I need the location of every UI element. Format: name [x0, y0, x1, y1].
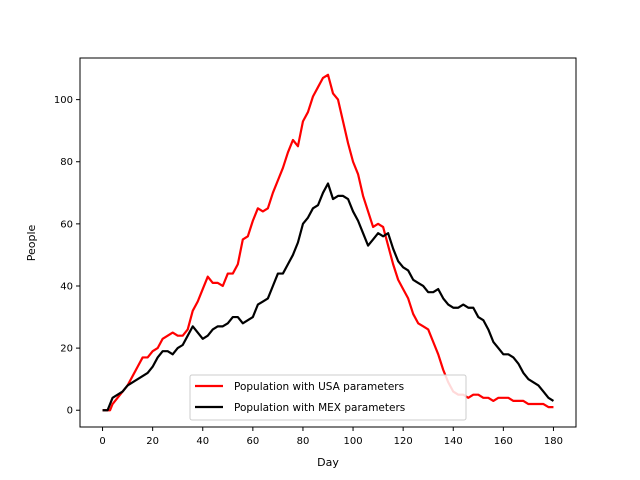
legend-label-2: Population with MEX parameters [234, 402, 405, 414]
y-tick-label: 0 [67, 406, 73, 417]
series-line-1 [102, 73, 554, 412]
y-tick-label: 100 [54, 95, 73, 106]
series-line-2 [102, 182, 555, 412]
x-tick-label: 20 [146, 436, 159, 447]
y-tick-label: 20 [60, 344, 73, 355]
x-tick-label: 120 [394, 436, 413, 447]
y-tick-label: 40 [60, 281, 73, 292]
y-tick-label: 80 [60, 157, 73, 168]
plot-frame [79, 57, 577, 428]
x-axis-label: Day [317, 456, 339, 469]
x-tick-label: 160 [494, 436, 513, 447]
y-axis-label: People [25, 224, 38, 261]
x-tick-label: 180 [544, 436, 563, 447]
legend-box [189, 374, 467, 421]
x-axis-ticks: 0 20 40 60 80 100 120 140 160 180 [99, 427, 563, 447]
legend: Population with USA parameters Population… [189, 374, 467, 421]
x-tick-label: 140 [444, 436, 463, 447]
x-tick-label: 0 [99, 436, 105, 447]
x-tick-label: 100 [344, 436, 363, 447]
legend-label-1: Population with USA parameters [234, 381, 404, 393]
y-tick-label: 60 [60, 219, 73, 230]
x-tick-label: 60 [246, 436, 259, 447]
x-tick-label: 40 [196, 436, 209, 447]
x-tick-label: 80 [297, 436, 310, 447]
y-axis-ticks: 0 20 40 60 80 100 [54, 95, 80, 417]
plot-content [102, 73, 555, 412]
